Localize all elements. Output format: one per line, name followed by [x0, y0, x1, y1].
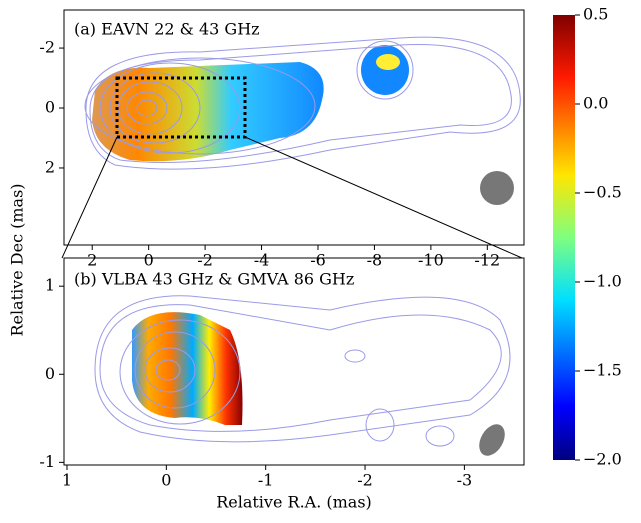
colorbar-tick-label: −1.0: [583, 272, 622, 291]
frame: [63, 9, 525, 246]
zoom-arrow: [244, 136, 523, 259]
x-tick-label: -3: [457, 471, 473, 490]
y-tick-label: -2: [39, 38, 55, 57]
x-tick-label: -8: [367, 251, 383, 270]
y-tick-label: 0: [45, 98, 55, 117]
x-tick-label: 0: [161, 471, 171, 490]
frame: [63, 257, 525, 466]
x-tick-label: -10: [418, 251, 444, 270]
y-tick-label: -1: [39, 452, 55, 471]
x-tick-label: -1: [258, 471, 274, 490]
x-tick-label: 1: [62, 471, 72, 490]
y-label: Relative Dec (mas): [8, 183, 27, 336]
x-tick-label: 2: [87, 251, 97, 270]
x-tick-label: -12: [474, 251, 500, 270]
colorbar-tick-label: −0.5: [583, 183, 622, 202]
colorbar-tick-label: 0.5: [583, 5, 608, 24]
colorbar: [553, 15, 575, 460]
colorbar-tick-label: −2.0: [583, 450, 622, 469]
x-tick-label: 0: [144, 251, 154, 270]
y-tick-label: 1: [45, 276, 55, 295]
colorbar-tick-label: −1.5: [583, 361, 622, 380]
x-label: Relative R.A. (mas): [216, 493, 372, 512]
panel-title: (a) EAVN 22 & 43 GHz: [74, 20, 260, 39]
colorbar-tick-label: 0.0: [583, 94, 608, 113]
x-tick-label: -2: [197, 251, 213, 270]
x-tick-label: -4: [254, 251, 270, 270]
y-tick-label: 2: [45, 157, 55, 176]
panel-b-image: [94, 295, 511, 456]
zoom-arrow: [61, 136, 118, 259]
x-tick-label: -2: [357, 471, 373, 490]
x-tick-label: -6: [310, 251, 326, 270]
y-tick-label: 0: [45, 364, 55, 383]
panel-title: (b) VLBA 43 GHz & GMVA 86 GHz: [74, 270, 354, 289]
panel-a-image: [84, 36, 521, 205]
